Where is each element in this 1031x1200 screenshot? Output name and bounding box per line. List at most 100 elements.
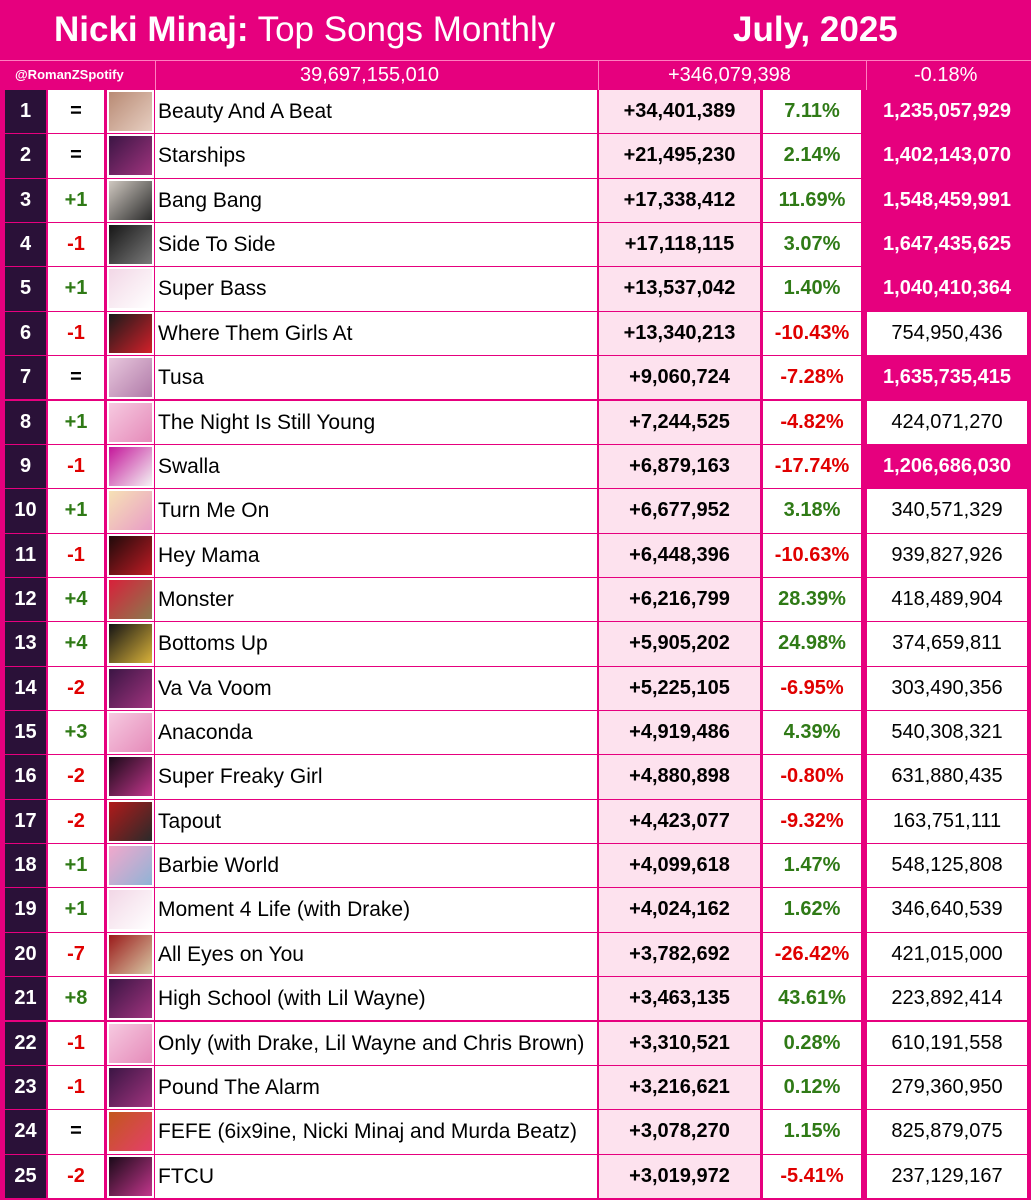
album-cover-cell — [107, 1065, 154, 1110]
change-pct-cell: -26.42% — [763, 932, 861, 977]
rank-cell: 11 — [5, 533, 46, 577]
table-row: 25 -2 FTCU +3,019,972 -5.41% 237,129,167 — [0, 1154, 1031, 1199]
album-cover-image — [109, 180, 152, 220]
album-cover-image — [109, 136, 152, 176]
monthly-gain-cell: +17,338,412 — [599, 178, 760, 223]
album-cover-cell — [107, 400, 154, 444]
summary-bar: @RomanZSpotify 39,697,155,010 +346,079,3… — [0, 60, 1031, 90]
song-title-cell: Only (with Drake, Lil Wayne and Chris Br… — [155, 1021, 597, 1065]
monthly-gain-cell: +6,677,952 — [599, 489, 760, 533]
movement-cell: -2 — [48, 799, 104, 844]
change-pct-cell: 2.14% — [763, 134, 861, 178]
song-table: 1 = Beauty And A Beat +34,401,389 7.11% 1,235… — [0, 90, 1031, 1199]
song-title-cell: The Night Is Still Young — [155, 400, 597, 444]
total-streams-cell: 163,751,111 — [867, 799, 1027, 844]
album-cover-image — [109, 846, 152, 886]
title-bar: Nicki Minaj: Top Songs Monthly July, 202… — [0, 0, 1031, 60]
monthly-gain-cell: +3,310,521 — [599, 1021, 760, 1065]
change-pct-cell: 11.69% — [763, 178, 861, 223]
table-row: 22 -1 Only (with Drake, Lil Wayne and Chri… — [0, 1021, 1031, 1066]
album-cover-cell — [107, 134, 154, 178]
total-streams-cell: 1,206,686,030 — [867, 444, 1027, 489]
rank-cell: 20 — [5, 932, 46, 977]
song-title-cell: All Eyes on You — [155, 932, 597, 977]
change-pct-cell: 1.62% — [763, 888, 861, 932]
album-cover-cell — [107, 1110, 154, 1154]
movement-cell: -1 — [48, 444, 104, 489]
movement-cell: +3 — [48, 711, 104, 755]
total-streams-cell: 939,827,926 — [867, 533, 1027, 577]
total-streams-cell: 754,950,436 — [867, 311, 1027, 356]
monthly-gain-cell: +5,905,202 — [599, 622, 760, 666]
total-streams-cell: 424,071,270 — [867, 400, 1027, 444]
rank-cell: 13 — [5, 622, 46, 666]
album-cover-image — [109, 1112, 152, 1152]
song-title-cell: High School (with Lil Wayne) — [155, 977, 597, 1021]
album-cover-cell — [107, 1154, 154, 1198]
album-cover-image — [109, 624, 152, 664]
table-row: 15 +3 Anaconda +4,919,486 4.39% 540,308,321 — [0, 711, 1031, 755]
song-title-cell: Bottoms Up — [155, 622, 597, 666]
song-title-cell: Barbie World — [155, 844, 597, 888]
rank-cell: 9 — [5, 444, 46, 489]
rank-cell: 25 — [5, 1154, 46, 1198]
monthly-gain-cell: +34,401,389 — [599, 90, 760, 134]
movement-cell: -2 — [48, 755, 104, 799]
album-cover-cell — [107, 533, 154, 577]
total-streams-cell: 340,571,329 — [867, 489, 1027, 533]
album-cover-cell — [107, 267, 154, 311]
monthly-gain-cell: +9,060,724 — [599, 356, 760, 400]
rank-cell: 16 — [5, 755, 46, 799]
table-row: 2 = Starships +21,495,230 2.14% 1,402,143,070 — [0, 134, 1031, 178]
movement-cell: -1 — [48, 1021, 104, 1065]
table-row: 17 -2 Tapout +4,423,077 -9.32% 163,751,111 — [0, 799, 1031, 844]
album-cover-image — [109, 1067, 152, 1107]
table-row: 21 +8 High School (with Lil Wayne) +3,463,1… — [0, 977, 1031, 1021]
rank-cell: 7 — [5, 356, 46, 400]
rank-cell: 3 — [5, 178, 46, 223]
song-title-cell: Super Freaky Girl — [155, 755, 597, 799]
movement-cell: +1 — [48, 888, 104, 932]
change-pct-cell: 7.11% — [763, 90, 861, 134]
monthly-gain-cell: +17,118,115 — [599, 223, 760, 267]
monthly-gain-cell: +3,216,621 — [599, 1065, 760, 1110]
album-cover-image — [109, 92, 152, 131]
change-pct-cell: 1.47% — [763, 844, 861, 888]
movement-cell: -1 — [48, 533, 104, 577]
total-streams-cell: 1,402,143,070 — [867, 134, 1027, 178]
total-streams-cell: 346,640,539 — [867, 888, 1027, 932]
movement-cell: -1 — [48, 311, 104, 356]
album-cover-cell — [107, 1021, 154, 1065]
album-cover-cell — [107, 711, 154, 755]
album-cover-cell — [107, 356, 154, 400]
album-cover-image — [109, 801, 152, 841]
album-cover-image — [109, 358, 152, 398]
change-pct-cell: 4.39% — [763, 711, 861, 755]
movement-cell: -2 — [48, 666, 104, 710]
rank-cell: 1 — [5, 90, 46, 134]
change-pct-cell: 3.07% — [763, 223, 861, 267]
album-cover-cell — [107, 844, 154, 888]
total-streams-cell: 1,635,735,415 — [867, 356, 1027, 400]
table-row: 20 -7 All Eyes on You +3,782,692 -26.42% 421,… — [0, 932, 1031, 977]
summary-divider — [598, 60, 599, 90]
rank-cell: 24 — [5, 1110, 46, 1154]
change-pct-cell: 0.28% — [763, 1021, 861, 1065]
rank-cell: 18 — [5, 844, 46, 888]
song-title-cell: Monster — [155, 577, 597, 622]
song-title-cell: FTCU — [155, 1154, 597, 1198]
monthly-gain-cell: +6,448,396 — [599, 533, 760, 577]
album-cover-image — [109, 535, 152, 575]
movement-cell: -7 — [48, 932, 104, 977]
monthly-gain-cell: +4,423,077 — [599, 799, 760, 844]
total-streams-cell: 237,129,167 — [867, 1154, 1027, 1198]
total-streams-cell: 1,548,459,991 — [867, 178, 1027, 223]
table-row: 19 +1 Moment 4 Life (with Drake) +4,024,162… — [0, 888, 1031, 932]
rank-cell: 2 — [5, 134, 46, 178]
summary-change-pct: -0.18% — [914, 64, 978, 86]
song-title-cell: Starships — [155, 134, 597, 178]
movement-cell: +1 — [48, 178, 104, 223]
album-cover-image — [109, 491, 152, 531]
change-pct-cell: 0.12% — [763, 1065, 861, 1110]
